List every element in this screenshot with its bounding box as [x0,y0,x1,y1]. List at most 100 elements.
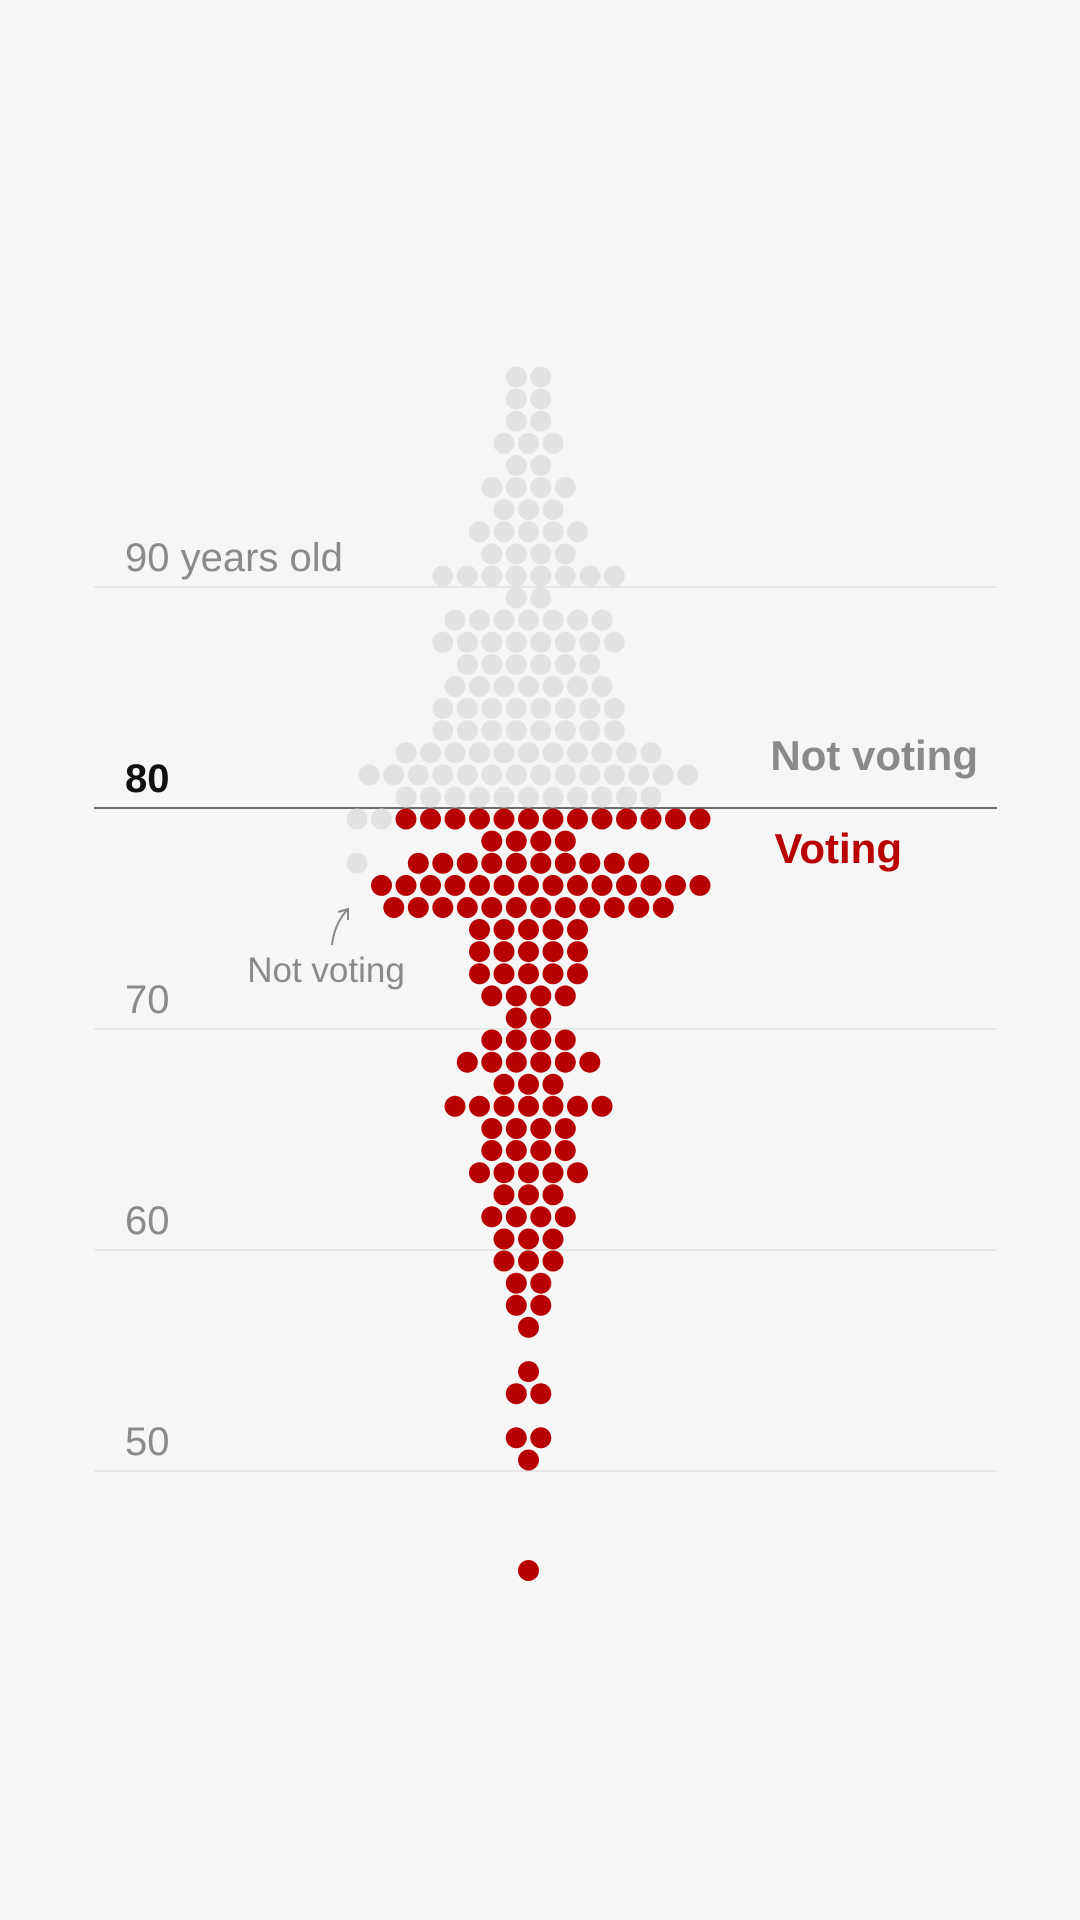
not-voting-dot [518,742,539,764]
voting-dot [579,852,601,874]
not-voting-dot [518,432,539,454]
not-voting-dot [481,698,503,719]
not-voting-dot [505,477,527,498]
not-voting-dot [542,609,564,631]
not-voting-dot [567,742,588,764]
voting-dot [579,1051,601,1073]
not-voting-dot [456,720,478,742]
voting-dot [456,852,478,874]
not-voting-dot [346,808,368,830]
not-voting-dot [395,742,417,764]
voting-dot [505,1427,527,1449]
voting-dot [493,1073,515,1095]
not-voting-dot [530,477,552,498]
not-voting-dot [371,808,392,830]
not-voting-dot [579,720,601,742]
voting-dot [481,897,503,918]
voting-dot [591,1095,613,1117]
voting-dot [505,1272,527,1294]
not-voting-dot [603,720,625,742]
voting-dot [640,808,662,830]
voting-dot [505,897,527,918]
voting-dot [567,874,588,896]
not-voting-dot [505,565,527,587]
y-axis-tick-labels: 90 years old 80 70 60 50 [125,536,343,1464]
voting-dot [395,874,417,896]
not-voting-dot [542,499,564,521]
not-voting-dot [554,565,576,587]
voting-dot [689,874,711,896]
voting-dot [542,808,564,830]
not-voting-dot [628,764,650,786]
not-voting-dot [530,720,552,742]
voting-dot [505,1294,527,1316]
not-voting-dot [554,543,576,565]
voting-dot [518,874,539,896]
not-voting-dot [493,742,515,764]
not-voting-dot [444,609,466,631]
voting-dot [603,897,625,918]
not-voting-dot [407,764,429,786]
voting-dot [567,919,588,940]
not-voting-dot [530,366,552,388]
voting-dot [432,852,454,874]
voting-dot [432,897,454,918]
not-voting-dot [469,676,490,697]
not-voting-dot [640,742,662,764]
voting-dot [518,1449,539,1471]
not-voting-dot [395,786,417,808]
annotation-arrow [331,909,348,946]
voting-dot [395,808,417,830]
voting-dot [530,1051,552,1073]
voting-dot [530,1206,552,1228]
not-voting-dot [493,676,515,697]
not-voting-dot [542,676,564,697]
not-voting-dot [616,742,637,764]
voting-dot [493,941,515,963]
not-voting-dot [579,764,601,786]
voting-dot [567,941,588,963]
voting-dot [493,1228,515,1250]
voting-dot [591,874,613,896]
voting-dot [554,852,576,874]
voting-dot [542,1228,564,1250]
not-voting-dot [383,764,405,786]
voting-dot [542,1095,564,1117]
voting-dot [505,1051,527,1073]
not-voting-dot [542,521,564,543]
voting-dot [530,830,552,852]
voting-dot [493,1162,515,1184]
not-voting-dot [554,698,576,719]
not-voting-dot [481,477,503,498]
voting-dot [481,1206,503,1228]
voting-dot [689,808,711,830]
not-voting-dot [530,698,552,719]
not-voting-dot [432,698,454,719]
not-voting-dot [493,499,515,521]
not-voting-dot [505,698,527,719]
not-voting-dot [554,631,576,653]
voting-dot [554,897,576,918]
voting-dot [505,1118,527,1139]
voting-dot [518,1184,539,1206]
not-voting-dot [518,499,539,521]
voting-dot [567,808,588,830]
voting-dot [591,808,613,830]
voting-dot [530,852,552,874]
not-voting-dot [444,742,466,764]
voting-dot [616,874,637,896]
voting-dot [665,874,686,896]
voting-dot [505,1206,527,1228]
voting-dot [628,852,650,874]
not-voting-dot [358,764,380,786]
not-voting-dot [505,764,527,786]
not-voting-dot [456,653,478,675]
not-voting-dot [493,609,515,631]
voting-dot [469,919,490,940]
voting-dot [505,830,527,852]
not-voting-dot [530,565,552,587]
not-voting-dot [579,653,601,675]
voting-dot [493,1250,515,1272]
voting-dot [530,1007,552,1029]
legend-not-voting: Not voting [770,732,978,779]
